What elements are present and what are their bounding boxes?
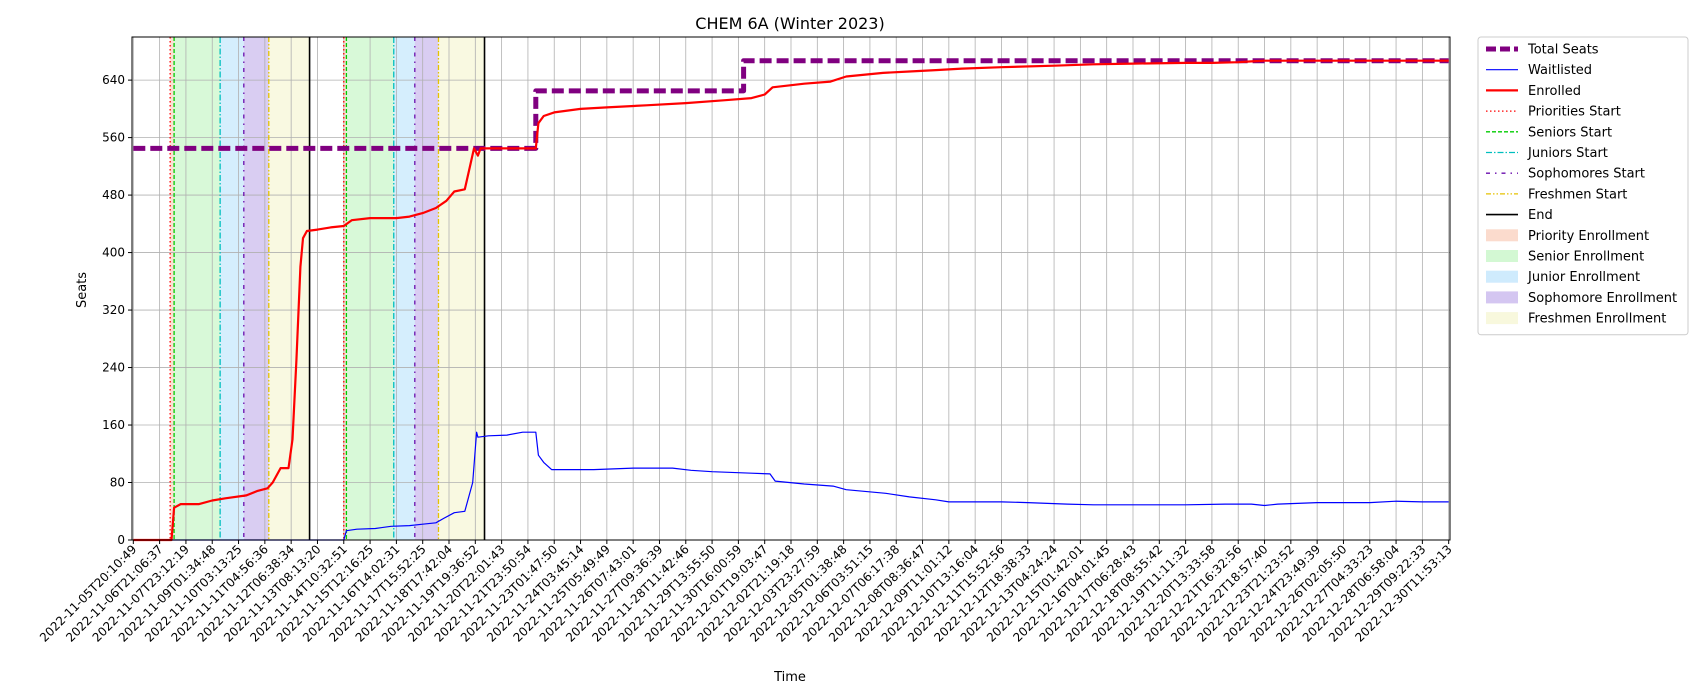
legend-swatch	[1486, 291, 1518, 304]
legend-label: End	[1528, 208, 1553, 223]
legend-swatch	[1486, 250, 1518, 262]
x-axis-ticks: 2022-11-05T20:10:492022-11-06T21:06:3720…	[37, 540, 1455, 645]
legend-swatch	[1486, 312, 1518, 325]
legend-label: Priorities Start	[1528, 105, 1621, 120]
legend: Total Seats Waitlisted Enrolled Priorities …	[1477, 36, 1689, 336]
legend-label: Priority Enrollment	[1528, 229, 1649, 244]
legend-swatch	[1486, 270, 1518, 283]
grid-lines	[132, 37, 1450, 541]
y-tick-label: 240	[102, 361, 125, 375]
y-axis-title: Seats	[75, 272, 90, 308]
phase-band	[174, 37, 221, 540]
phase-band	[170, 37, 175, 540]
y-tick-label: 480	[102, 188, 125, 202]
legend-label: Sophomore Enrollment	[1528, 291, 1677, 306]
y-tick-label: 160	[102, 418, 125, 432]
legend-label: Waitlisted	[1528, 63, 1592, 78]
legend-label: Seniors Start	[1528, 125, 1612, 140]
y-tick-label: 400	[102, 246, 125, 260]
phase-band	[414, 37, 439, 540]
y-tick-label: 320	[102, 303, 125, 317]
y-axis-ticks: 0 80 160 240 320 400 480 560 640	[102, 73, 132, 547]
legend-label: Senior Enrollment	[1528, 250, 1644, 265]
enrolled-line	[133, 59, 1449, 542]
y-tick-label: 560	[102, 131, 125, 145]
legend-label: Freshmen Enrollment	[1528, 312, 1666, 327]
phase-bands	[170, 37, 485, 540]
y-tick-label: 0	[117, 533, 125, 547]
phase-start-lines	[169, 37, 486, 540]
legend-label: Junior Enrollment	[1527, 270, 1640, 285]
legend-label: Juniors Start	[1527, 146, 1608, 161]
phase-band	[438, 37, 485, 540]
legend-swatch	[1486, 229, 1518, 242]
chart-title: CHEM 6A (Winter 2023)	[695, 14, 884, 33]
y-tick-label: 80	[110, 476, 125, 490]
legend-label: Sophomores Start	[1528, 167, 1645, 182]
legend-label: Enrolled	[1528, 84, 1581, 99]
phase-band	[220, 37, 244, 540]
phase-band	[393, 37, 415, 540]
y-tick-label: 640	[102, 73, 125, 87]
legend-label: Total Seats	[1527, 43, 1599, 58]
x-axis-title: Time	[773, 670, 806, 685]
total-seats-line	[133, 58, 1449, 151]
waitlisted-line	[133, 431, 1449, 541]
legend-box	[1477, 36, 1689, 336]
phase-band	[343, 37, 347, 540]
series-lines	[133, 58, 1449, 542]
legend-label: Freshmen Start	[1528, 187, 1627, 202]
